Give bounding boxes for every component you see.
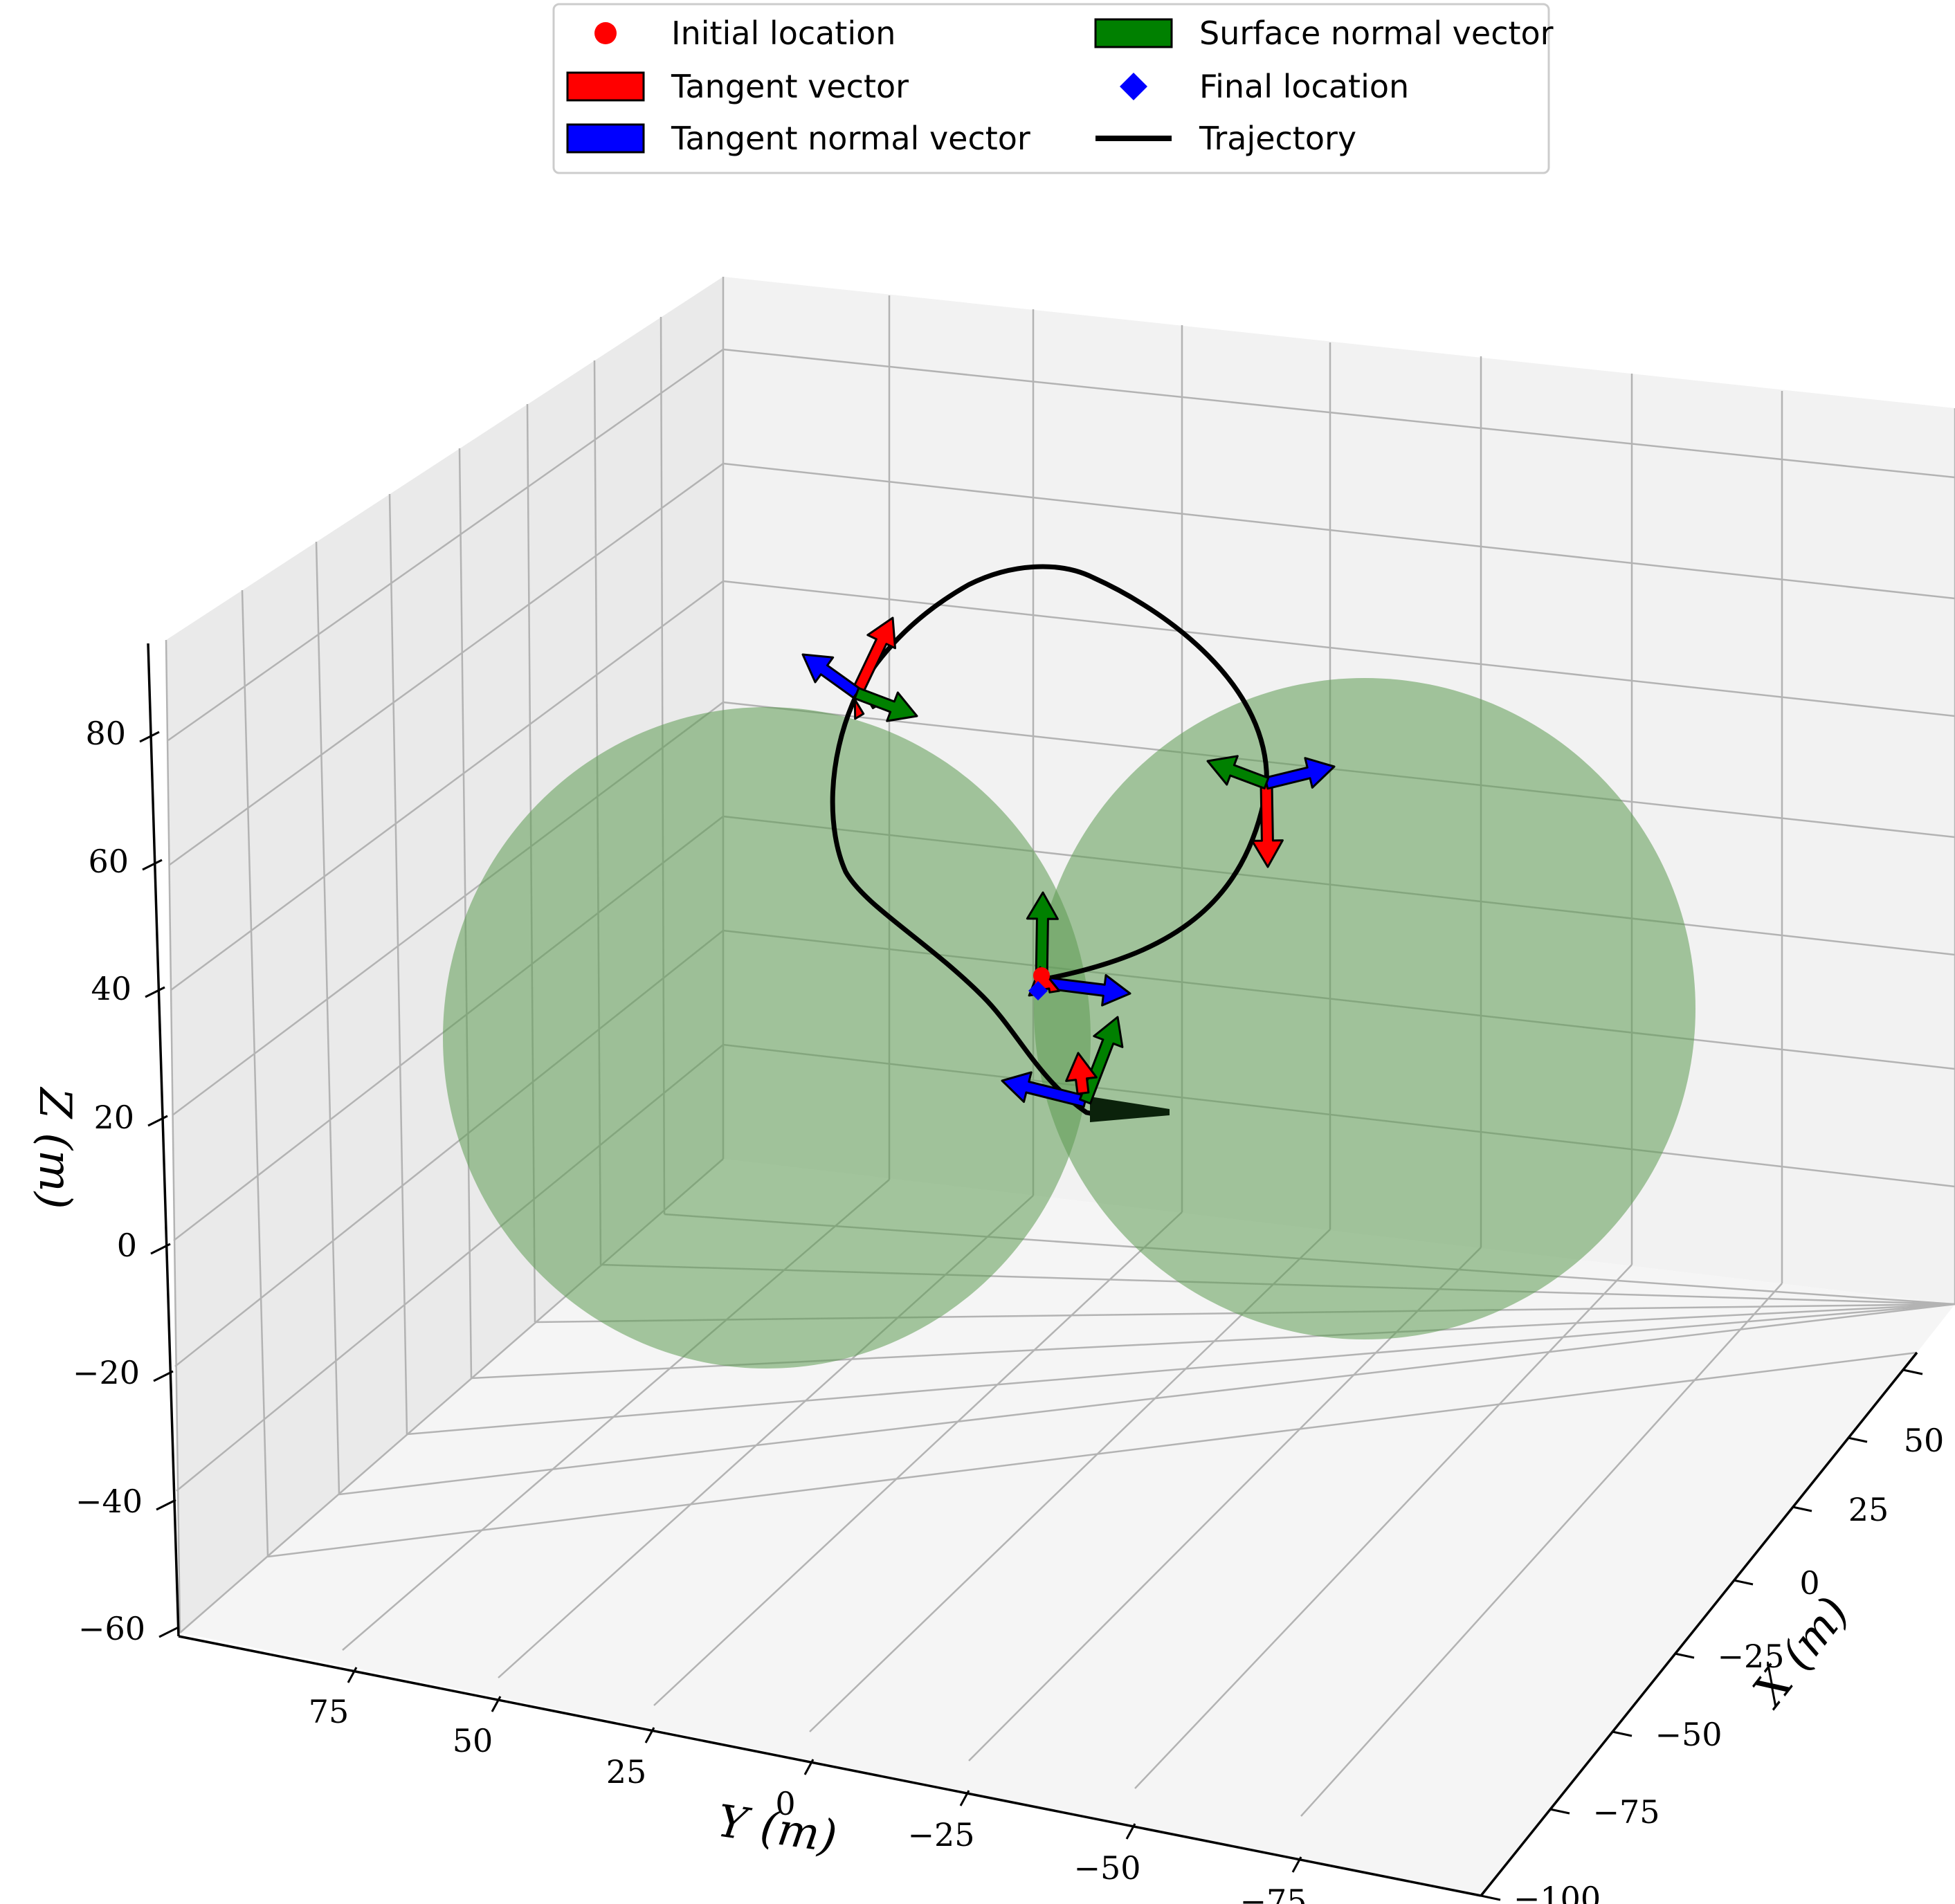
legend-label: Trajectory (1199, 120, 1356, 157)
legend-frame (552, 3, 1550, 174)
tangent-vector-arrow (1251, 782, 1284, 868)
legend-label: Tangent vector (671, 68, 909, 105)
legend-marker-circle (594, 22, 617, 44)
legend-label: Surface normal vector (1199, 15, 1554, 52)
tangent-normal-vector-arrow (1001, 1071, 1088, 1108)
x-tick-mark (1674, 1652, 1695, 1659)
sphere-right (1034, 678, 1695, 1339)
z-tick-label: −40 (75, 1483, 143, 1520)
legend-marker-diamond (1120, 73, 1147, 100)
y-tick-mark (644, 1727, 655, 1743)
tangent-normal-vector-arrow (1264, 757, 1336, 790)
x-tick-label: 25 (1848, 1491, 1889, 1528)
z-tick-label: −60 (78, 1610, 145, 1647)
x-tick-label: −50 (1655, 1716, 1722, 1753)
x-tick-mark (1612, 1730, 1633, 1737)
tangent-vector-arrow (851, 616, 896, 697)
y-tick-label: −50 (1073, 1849, 1140, 1887)
z-tick-mark (158, 1626, 179, 1638)
x-tick-label: −100 (1513, 1880, 1601, 1904)
legend-marker-rect (566, 71, 645, 102)
vector-arrows (801, 616, 1336, 1108)
y-axis-label: Y (m) (714, 1796, 840, 1863)
x-tick-mark (1480, 1894, 1501, 1901)
legend-label: Initial location (671, 15, 895, 52)
y-tick-label: 25 (606, 1753, 647, 1791)
x-tick-label: −25 (1717, 1638, 1784, 1675)
tangent-normal-vector-arrow (1039, 974, 1131, 1007)
x-tick-mark (1549, 1808, 1570, 1815)
z-tick-mark (153, 1370, 174, 1382)
y-tick-label: 75 (309, 1693, 349, 1730)
legend-label: Tangent normal vector (671, 120, 1030, 157)
sphere-left (443, 707, 1091, 1368)
y-tick-mark (1125, 1823, 1136, 1840)
z-axis-label: Z (m) (29, 1086, 80, 1209)
z-tick-label: 20 (93, 1099, 134, 1136)
x-tick-label: −75 (1592, 1793, 1660, 1831)
x-axis-line (1480, 1351, 1918, 1897)
z-tick-mark (150, 1243, 171, 1255)
z-tick-label: 40 (91, 970, 131, 1007)
z-tick-mark (145, 986, 165, 998)
z-tick-label: 80 (85, 715, 126, 752)
y-tick-mark (347, 1667, 358, 1683)
legend-marker-rect (1094, 18, 1173, 48)
legend-items: Initial location Surface normal vector Tan… (566, 15, 1554, 157)
z-tick-mark (142, 859, 163, 871)
z-axis-line (147, 643, 180, 1637)
left-pane (166, 277, 723, 1633)
x-tick-mark (1733, 1579, 1754, 1586)
y-ticks: 75 50 25 0 −25 −50 −75 (309, 1667, 1307, 1904)
surface-normal-vector-arrow (853, 687, 918, 722)
tangent-vector-arrow (1065, 1052, 1098, 1095)
x-tick-mark (1792, 1505, 1812, 1512)
floor-pane (180, 1159, 1955, 1896)
trajectory-endpoint-shadow (1090, 1097, 1170, 1122)
x-tick-mark (1902, 1368, 1923, 1375)
y-tick-mark (1291, 1856, 1302, 1873)
y-tick-mark (803, 1759, 815, 1775)
axis-lines (147, 643, 1918, 1897)
y-tick-mark (959, 1790, 970, 1806)
x-tick-label: 50 (1904, 1422, 1945, 1459)
legend: Initial location Surface normal vector Tan… (552, 3, 1554, 174)
surface-normal-vector-arrow (1206, 755, 1270, 789)
legend-label: Final location (1199, 68, 1409, 105)
y-tick-label: −25 (907, 1816, 974, 1853)
z-tick-label: 60 (88, 843, 129, 880)
y-tick-label: 0 (775, 1785, 795, 1822)
x-tick-label: 0 (1799, 1564, 1819, 1602)
z-tick-mark (139, 731, 160, 743)
final-location-marker (1028, 981, 1048, 1000)
y-tick-mark (491, 1696, 502, 1712)
z-tick-label: −20 (73, 1354, 140, 1391)
initial-location-marker (1033, 967, 1050, 984)
legend-marker-rect (566, 123, 645, 154)
y-axis-line (178, 1635, 1482, 1897)
x-tick-mark (1847, 1436, 1868, 1443)
tangent-normal-vector-arrow (801, 653, 862, 699)
spheres (443, 678, 1695, 1368)
z-tick-label: 0 (117, 1227, 137, 1264)
z-tick-mark (147, 1115, 168, 1127)
y-tick-label: 50 (453, 1722, 493, 1759)
z-ticks: −60 −40 −20 0 20 40 60 80 (73, 715, 179, 1647)
y-tick-label: −75 (1239, 1883, 1307, 1904)
x-ticks: −100−75−50−250255075 (1480, 1368, 1945, 1904)
z-tick-mark (156, 1499, 176, 1511)
